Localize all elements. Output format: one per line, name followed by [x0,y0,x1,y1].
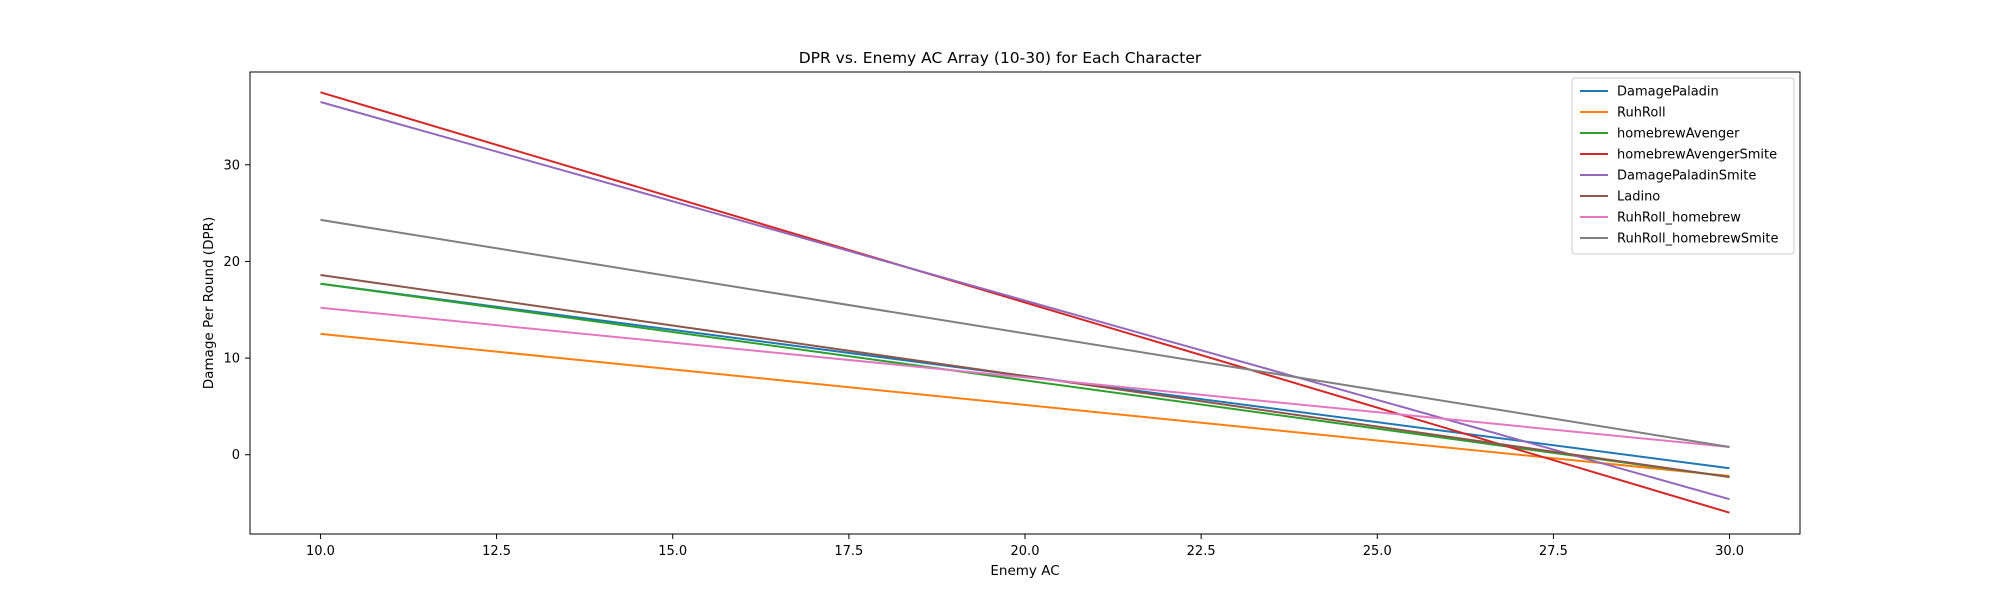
x-tick-label: 20.0 [1011,544,1040,559]
legend-label: homebrewAvengerSmite [1617,148,1777,163]
legend-label: RuhRoll_homebrewSmite [1617,232,1778,247]
plot-frame [249,71,1801,535]
series-line-RuhRoll_homebrewSmite [320,218,1730,448]
x-tick-label: 17.5 [834,544,863,559]
x-axis-label: Enemy AC [990,563,1059,579]
legend-label: DamagePaladinSmite [1617,169,1756,184]
legend: DamagePaladin RuhRoll homebrewAvenger homeb… [1571,77,1795,255]
x-tick-label: 22.5 [1187,544,1216,559]
x-axis: 10.0 12.5 15.0 17.5 20.0 22.5 25.0 27.5 30.0 [306,534,1744,559]
legend-label: homebrewAvenger [1617,127,1740,142]
x-tick-label: 25.0 [1363,544,1392,559]
y-tick-label: 30 [223,158,240,173]
y-tick-label: 20 [223,255,240,270]
y-axis-label: Damage Per Round (DPR) [201,217,217,390]
series-line-Ladino [320,274,1730,478]
x-tick-label: 27.5 [1539,544,1568,559]
series-line-DamagePaladinSmite [320,101,1730,501]
series-lines [320,91,1730,514]
legend-label: DamagePaladin [1617,85,1719,100]
x-tick-label: 12.5 [482,544,511,559]
legend-box [1571,77,1795,255]
y-tick-label: 10 [223,352,240,367]
series-line-RuhRoll_homebrew [320,306,1730,448]
x-tick-label: 10.0 [306,544,335,559]
legend-label: RuhRoll_homebrew [1617,211,1741,226]
y-axis: 0 10 20 30 [223,158,250,463]
x-tick-label: 30.0 [1715,544,1744,559]
x-tick-label: 15.0 [658,544,687,559]
chart-title: DPR vs. Enemy AC Array (10-30) for Each … [799,49,1202,67]
legend-label: RuhRoll [1617,106,1666,121]
y-tick-label: 0 [232,448,240,463]
series-line-RuhRoll [320,332,1730,477]
legend-label: Ladino [1617,190,1660,205]
series-line-homebrewAvenger [320,282,1730,478]
